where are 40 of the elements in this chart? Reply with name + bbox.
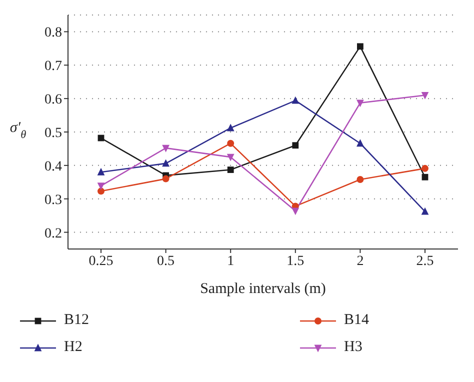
point	[97, 168, 105, 176]
x-tick-label: 0.25	[88, 254, 114, 269]
point	[162, 159, 170, 167]
point	[421, 207, 429, 215]
point	[227, 166, 234, 173]
x-tick-label: 0.5	[157, 254, 175, 269]
x-axis-title: Sample intervals (m)	[200, 281, 326, 297]
y-tick-label: 0.6	[44, 92, 62, 108]
x-tick-label: 2.5	[416, 254, 434, 269]
legend-label: H2	[64, 339, 82, 356]
y-tick-label: 0.7	[44, 59, 62, 74]
x-tick-label: 1	[227, 254, 234, 269]
y-tick-label: 0.3	[44, 192, 62, 208]
legend-label: B14	[344, 312, 370, 329]
point	[292, 96, 300, 104]
point	[421, 92, 429, 100]
point	[97, 182, 105, 190]
x-tick-label: 2	[356, 254, 364, 269]
point	[162, 175, 170, 182]
y-tick-label: 0.5	[44, 126, 62, 141]
point	[226, 154, 234, 162]
legend-label: B12	[64, 312, 90, 329]
point	[422, 174, 428, 180]
y-tick-label: 0.2	[44, 226, 62, 242]
y-tick-label: 0.8	[44, 26, 62, 41]
point	[98, 188, 104, 195]
point	[356, 139, 364, 147]
x-tick-label: 1.5	[286, 254, 304, 269]
legend-label: H3	[344, 339, 362, 356]
point	[356, 176, 364, 183]
point	[226, 124, 234, 132]
y-axis-title: σ′$_{θ}$	[10, 120, 27, 141]
point	[292, 142, 299, 149]
point	[422, 164, 428, 172]
point	[227, 140, 234, 147]
point	[292, 208, 300, 216]
point	[356, 100, 364, 108]
point	[357, 43, 364, 50]
point	[162, 144, 170, 152]
y-tick-label: 0.4	[44, 159, 62, 174]
